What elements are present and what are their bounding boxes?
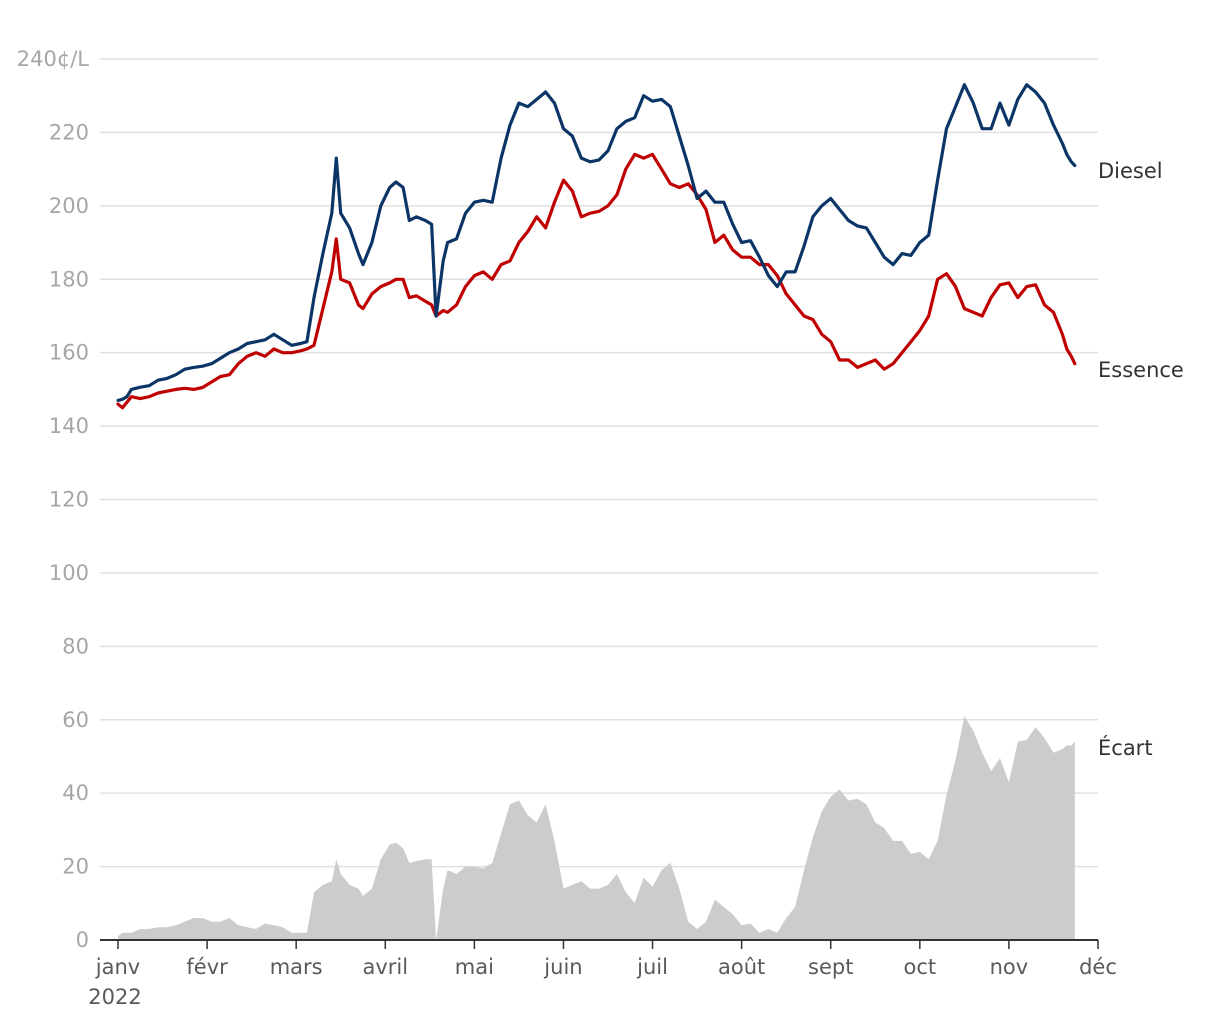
y-tick-label: 20 — [62, 855, 89, 879]
y-tick-label: 240¢/L — [17, 47, 90, 71]
x-tick-label: déc — [1079, 955, 1117, 979]
x-tick-label: sept — [808, 955, 853, 979]
y-tick-label: 180 — [49, 267, 89, 291]
x-tick-label: févr — [186, 955, 228, 979]
series-label-ecart: Écart — [1098, 735, 1153, 760]
x-tick-label: nov — [990, 955, 1029, 979]
series-label-essence: Essence — [1098, 358, 1184, 382]
x-tick-label: oct — [903, 955, 936, 979]
x-axis-year-label: 2022 — [88, 985, 141, 1009]
x-tick-label: juil — [636, 955, 668, 979]
x-tick-label: mai — [455, 955, 494, 979]
series-line-diesel — [116, 83, 1077, 402]
y-tick-label: 100 — [49, 561, 89, 585]
series-lines — [116, 83, 1077, 410]
x-tick-label: août — [718, 955, 765, 979]
gridlines — [100, 58, 1098, 868]
y-tick-label: 160 — [49, 341, 89, 365]
y-tick-label: 0 — [76, 928, 89, 952]
y-tick-label: 220 — [49, 120, 89, 144]
y-tick-label: 140 — [49, 414, 89, 438]
y-axis-ticks: 0 20 40 60 80 100 120 140 160 180 200 220 240¢/L — [17, 47, 90, 952]
x-axis-ticks: janv févr mars avril mai juin juil août sept oct n… — [95, 940, 1117, 979]
y-tick-label: 40 — [62, 781, 89, 805]
y-tick-label: 200 — [49, 194, 89, 218]
y-tick-label: 120 — [49, 488, 89, 512]
ecart-area-layer — [118, 716, 1075, 940]
series-labels: Diesel Essence Écart — [1098, 159, 1184, 760]
x-tick-label: avril — [362, 955, 408, 979]
series-area-ecart — [118, 716, 1075, 940]
series-label-diesel: Diesel — [1098, 159, 1163, 183]
series-line-essence — [116, 152, 1077, 410]
x-tick-label: mars — [270, 955, 323, 979]
x-tick-label: juin — [543, 955, 582, 979]
y-tick-label: 80 — [62, 634, 89, 658]
x-tick-label: janv — [95, 955, 140, 979]
y-tick-label: 60 — [62, 708, 89, 732]
